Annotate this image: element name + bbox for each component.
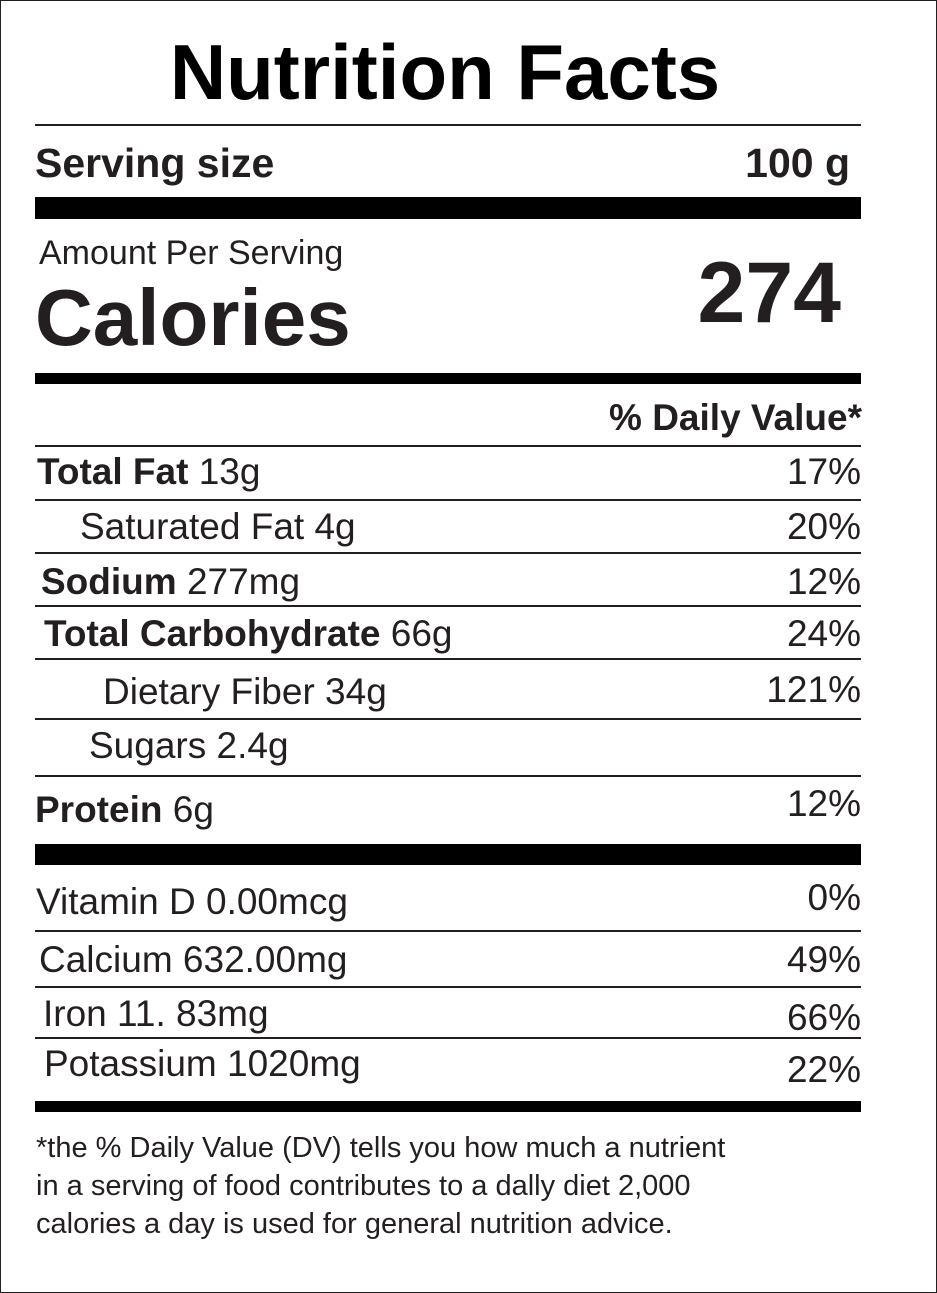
divider	[35, 552, 861, 554]
medium-divider	[35, 1101, 861, 1112]
divider	[35, 658, 861, 660]
vitamin-name: Calcium 632.00mg	[39, 939, 348, 980]
divider	[35, 718, 861, 720]
nutrient-name: Total Carbohydrate 66g	[44, 613, 453, 654]
nutrient-daily-value: 17%	[786, 451, 861, 492]
medium-divider	[35, 373, 861, 384]
calories-value: 274	[697, 245, 842, 341]
divider	[35, 124, 861, 126]
divider	[35, 445, 861, 447]
daily-value-header: % Daily Value*	[609, 397, 862, 438]
label-title: Nutrition Facts	[169, 28, 721, 116]
serving-size-label: Serving size	[35, 140, 275, 186]
divider	[35, 605, 861, 607]
vitamin-daily-value: 22%	[786, 1049, 861, 1090]
divider	[35, 986, 861, 988]
divider	[35, 775, 861, 777]
amount-per-serving-label: Amount Per Serving	[39, 234, 344, 272]
nutrient-name: Protein 6g	[35, 789, 214, 830]
vitamin-name: Iron 11. 83mg	[43, 993, 269, 1034]
nutrient-name: Total Fat 13g	[37, 451, 261, 492]
thick-divider	[35, 844, 861, 865]
nutrient-name: Dietary Fiber 34g	[103, 671, 387, 712]
thick-divider	[35, 197, 861, 219]
divider	[35, 499, 861, 501]
nutrient-daily-value: 121%	[766, 669, 861, 710]
calories-label: Calories	[35, 273, 351, 362]
footnote: *the % Daily Value (DV) tells you how mu…	[36, 1132, 726, 1240]
serving-size-value: 100 g	[745, 140, 850, 186]
nutrient-name: Sugars 2.4g	[89, 725, 289, 766]
nutrient-daily-value: 24%	[786, 613, 861, 654]
divider	[35, 1037, 861, 1039]
vitamin-name: Potassium 1020mg	[44, 1043, 361, 1084]
nutrient-daily-value: 20%	[786, 506, 861, 547]
nutrient-daily-value: 12%	[786, 783, 861, 824]
divider	[35, 930, 861, 932]
vitamin-daily-value: 49%	[786, 939, 861, 980]
nutrient-daily-value: 12%	[786, 561, 861, 602]
nutrient-name: Saturated Fat 4g	[80, 506, 356, 547]
nutrient-name: Sodium 277mg	[41, 561, 301, 602]
vitamin-daily-value: 0%	[807, 877, 861, 918]
vitamin-daily-value: 66%	[786, 997, 861, 1038]
vitamin-name: Vitamin D 0.00mcg	[36, 881, 348, 922]
